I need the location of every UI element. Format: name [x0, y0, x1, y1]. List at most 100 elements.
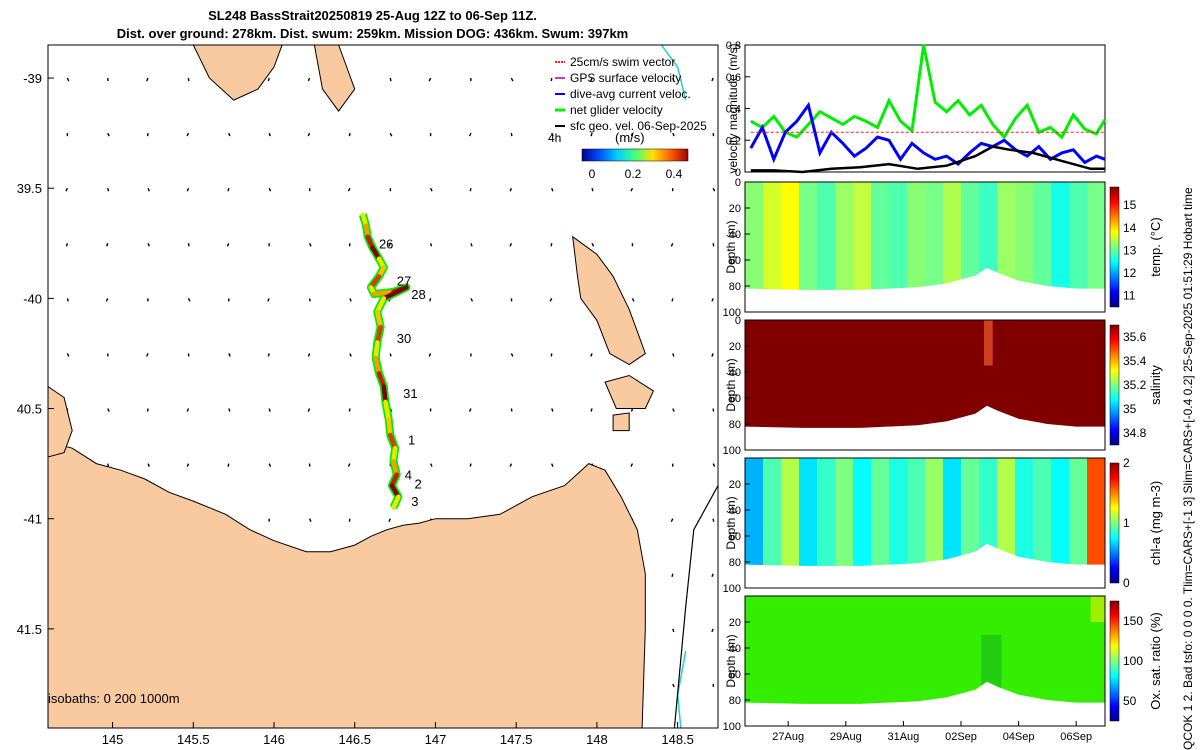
current-vector: [226, 242, 230, 247]
current-vector: [348, 133, 351, 137]
colorbar-tick-label: 1: [1123, 516, 1130, 530]
profile-cells: [745, 320, 1105, 428]
profile-cell: [979, 458, 998, 566]
profile-cell: [763, 182, 782, 290]
profile-cell: [907, 458, 926, 566]
profile-cell: [925, 182, 944, 290]
profile-frame: [744, 181, 1106, 313]
profile-cell: [1051, 182, 1070, 290]
map-x-tick-label: 146.5: [338, 732, 371, 747]
profile-y-tick-label: 20: [729, 203, 741, 215]
current-vector: [551, 187, 554, 192]
current-vector: [590, 353, 593, 357]
current-vector: [510, 353, 514, 357]
profile-y-tick-label: 80: [729, 695, 741, 707]
profile-cell: [745, 320, 1105, 428]
current-vector: [631, 77, 634, 82]
current-vector: [469, 463, 472, 467]
colorbar-tick-label: 35.2: [1123, 378, 1147, 392]
current-vector: [551, 463, 554, 467]
track-day-label: 1: [408, 432, 415, 447]
track-day-label: 26: [379, 236, 393, 251]
legend-entry: net glider velocity: [570, 103, 663, 117]
profile-cell: [997, 182, 1016, 290]
track-segment: [373, 355, 382, 376]
current-vector: [308, 298, 311, 302]
profile-cell: [781, 458, 800, 566]
current-vector: [429, 187, 433, 192]
current-vector: [107, 188, 110, 192]
profile-anomaly: [981, 635, 1002, 694]
land-king-island: [48, 385, 73, 458]
profile-cell: [745, 596, 1105, 704]
profile-cell: [871, 182, 890, 290]
profile-panel-chl-a: 20 40 60 80 100 Depth (m) 2 1 0 chl-a (mg m-3): [723, 456, 1163, 595]
map-x-tick-label: 148: [586, 732, 608, 747]
profile-y-label: Depth (m): [724, 496, 738, 549]
profile-anomaly: [984, 320, 993, 366]
current-vector: [672, 628, 675, 633]
legend-scale-label: 4h: [548, 131, 561, 145]
profile-y-tick-label: 0: [735, 315, 741, 327]
map-x-tick-label: 145.5: [177, 732, 210, 747]
profile-y-tick-label: 40: [729, 367, 741, 379]
profile-cell: [817, 182, 836, 290]
current-vector: [65, 187, 69, 192]
current-vector: [186, 187, 190, 192]
current-vector: [307, 408, 311, 412]
profile-y-tick-label: 100: [723, 721, 741, 733]
profile-y-tick-label: 80: [729, 557, 741, 569]
colorbar-tick-label: 13: [1123, 243, 1137, 257]
legend-colorbar-tick: 0: [589, 167, 596, 181]
current-vector: [630, 132, 634, 137]
current-vector: [672, 353, 675, 357]
current-vector: [227, 463, 230, 467]
current-vector: [349, 353, 352, 357]
colorbar-tick-label: 15: [1123, 198, 1137, 212]
profile-y-tick-label: 20: [729, 341, 741, 353]
current-vector: [550, 243, 553, 247]
profile-cell: [943, 458, 962, 566]
profile-y-label: Depth (m): [724, 358, 738, 411]
profile-cell: [925, 458, 944, 566]
profile-cell: [853, 458, 872, 566]
land-wilsons-promontory: [192, 45, 283, 101]
current-vector: [186, 463, 190, 467]
current-vector: [711, 353, 714, 357]
profile-y-label: Depth (m): [724, 220, 738, 273]
map-y-tick-label: -39: [23, 71, 42, 86]
profile-cell: [799, 458, 818, 566]
colorbar-label: salinity: [1148, 365, 1163, 405]
profile-cell: [781, 182, 800, 290]
track-segment: [375, 324, 383, 345]
current-vector: [307, 132, 311, 137]
profile-y-tick-label: 80: [729, 419, 741, 431]
isobath-200m: [673, 485, 718, 728]
velocity-series-line: [750, 44, 1107, 140]
current-vector: [712, 187, 716, 192]
profile-cell: [889, 458, 908, 566]
land-tasmania: [48, 441, 646, 728]
profile-y-tick-label: 100: [723, 445, 741, 457]
profile-y-tick-label: 40: [729, 505, 741, 517]
current-vector: [227, 188, 230, 192]
current-vector: [146, 408, 149, 412]
profile-panel-salinity: 0 20 40 60 80 100 Depth (m) 35.6 35.4 35.2 35 34.8 s…: [723, 315, 1163, 457]
current-vector: [630, 463, 634, 467]
profile-frame: [744, 595, 1106, 727]
current-vector: [470, 298, 473, 302]
current-vector: [228, 408, 231, 412]
track-segment: [368, 274, 382, 290]
profile-cell: [1087, 182, 1105, 290]
velocity-y-tick-label: 0.4: [726, 104, 741, 116]
colorbar: [1109, 324, 1120, 446]
colorbar-tick-label: 11: [1123, 289, 1136, 303]
profile-cell: [961, 458, 980, 566]
map-x-tick-label: 147: [425, 732, 447, 747]
profile-cells: [745, 596, 1105, 704]
profile-y-tick-label: 60: [729, 669, 741, 681]
track-segment: [376, 371, 387, 389]
track-day-label: 3: [411, 494, 418, 509]
current-vector: [147, 463, 150, 467]
